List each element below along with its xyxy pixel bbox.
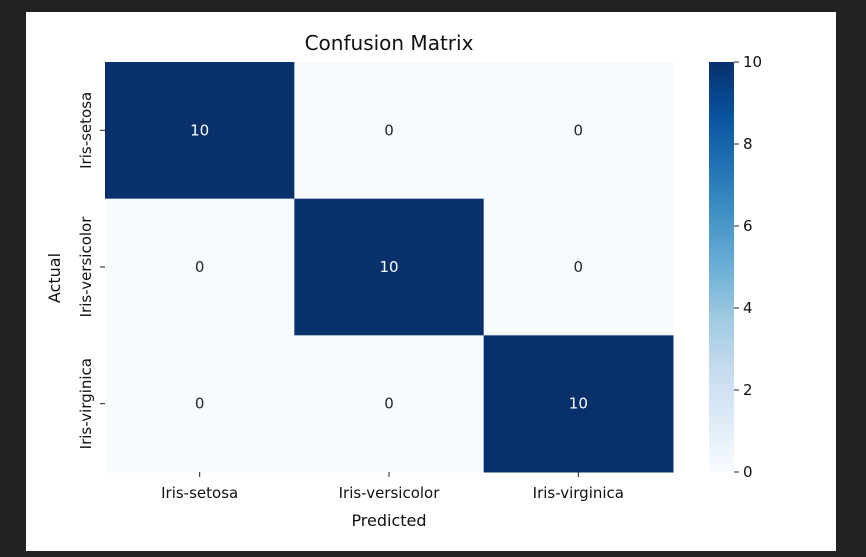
heatmap-cell-r0-c1 xyxy=(294,62,485,200)
colorbar-ticks: 0 2 4 6 8 10 xyxy=(734,53,762,481)
cell-value-r2-c1: 0 xyxy=(384,395,394,413)
colorbar-tick-label-1: 2 xyxy=(743,381,753,399)
heatmap-cell-r0-c0 xyxy=(105,62,295,200)
heatmap-cell-r1-c2 xyxy=(483,198,674,336)
x-axis-label: Predicted xyxy=(351,511,426,530)
figure-canvas: Confusion Matrix 10 0 0 0 10 0 0 0 10 Iris-setos… xyxy=(26,12,836,551)
colorbar-tick-label-5: 10 xyxy=(743,53,762,71)
cell-value-r0-c0: 10 xyxy=(190,121,209,139)
heatmap-cell-r1-c0 xyxy=(105,198,295,336)
x-tick-label-1: Iris-versicolor xyxy=(339,484,441,502)
heatmap-cell-r2-c2 xyxy=(483,335,674,473)
y-axis-ticks: Iris-setosa Iris-versicolor Iris-virginica xyxy=(77,92,105,449)
colorbar xyxy=(709,62,734,472)
cell-value-r2-c0: 0 xyxy=(195,395,205,413)
x-tick-label-0: Iris-setosa xyxy=(161,484,238,502)
chart-title: Confusion Matrix xyxy=(305,31,474,55)
cell-value-r2-c2: 10 xyxy=(569,395,588,413)
x-tick-label-2: Iris-virginica xyxy=(533,484,624,502)
cell-value-r1-c2: 0 xyxy=(574,258,584,276)
y-axis-label: Actual xyxy=(45,253,64,303)
confusion-matrix-chart: Confusion Matrix 10 0 0 0 10 0 0 0 10 Iris-setos… xyxy=(45,31,762,530)
x-axis-ticks: Iris-setosa Iris-versicolor Iris-virginica xyxy=(161,472,624,502)
y-tick-label-1: Iris-versicolor xyxy=(77,216,95,318)
cell-value-r1-c1: 10 xyxy=(379,258,398,276)
colorbar-tick-label-4: 8 xyxy=(743,135,753,153)
heatmap-cell-labels: 10 0 0 0 10 0 0 0 10 xyxy=(190,121,588,412)
heatmap-cell-r2-c0 xyxy=(105,335,295,473)
heatmap-cell-r2-c1 xyxy=(294,335,485,473)
heatmap-cell-r0-c2 xyxy=(483,62,674,200)
colorbar-tick-label-3: 6 xyxy=(743,217,753,235)
cell-value-r0-c1: 0 xyxy=(384,121,394,139)
colorbar-tick-label-0: 0 xyxy=(743,463,753,481)
colorbar-tick-label-2: 4 xyxy=(743,299,753,317)
heatmap-cell-r1-c1 xyxy=(294,198,485,336)
y-tick-label-2: Iris-virginica xyxy=(77,358,95,449)
heatmap-cells xyxy=(105,62,674,473)
cell-value-r1-c0: 0 xyxy=(195,258,205,276)
y-tick-label-0: Iris-setosa xyxy=(77,92,95,169)
cell-value-r0-c2: 0 xyxy=(574,121,584,139)
